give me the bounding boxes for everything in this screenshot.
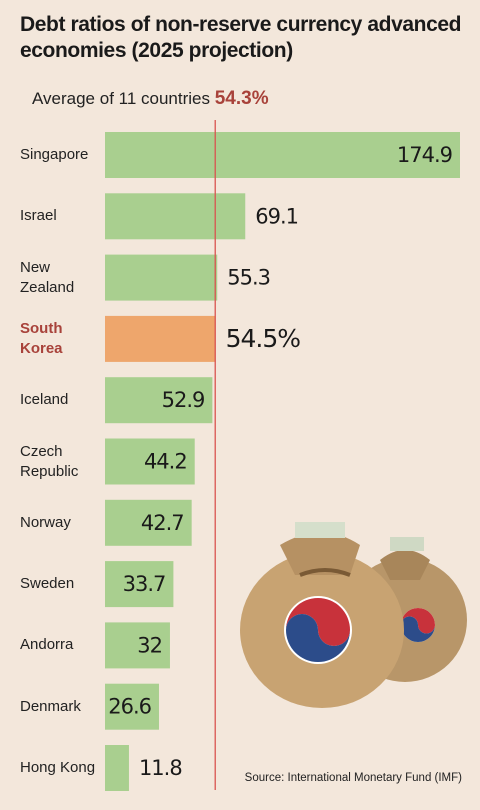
value-label: 69.1 (255, 204, 298, 228)
value-label: 174.9 (397, 143, 452, 167)
value-label: 54.5% (226, 324, 301, 353)
bar (105, 622, 170, 669)
category-label: Hong Kong (20, 759, 96, 776)
value-label: 26.6 (108, 695, 151, 719)
bar (105, 499, 192, 546)
bar (105, 745, 129, 791)
value-label: 33.7 (123, 572, 166, 596)
category-label: New Zealand (20, 258, 75, 296)
value-label: 52.9 (162, 388, 205, 412)
category-label: Singapore (20, 146, 89, 163)
category-label: Czech Republic (20, 442, 79, 480)
category-label: Iceland (20, 391, 69, 409)
average-annotation: Average of 11 countries 54.3% (32, 88, 269, 110)
average-label: Average of 11 countries (32, 89, 210, 108)
value-label: 32 (137, 633, 162, 657)
average-value: 54.3% (214, 88, 269, 109)
source: Source: International Monetary Fund (IMF… (244, 772, 462, 784)
bar (105, 315, 216, 362)
chart-title: Debt ratios of non-reserve currency adva… (20, 13, 462, 62)
bar (105, 377, 213, 424)
bar (105, 561, 174, 608)
value-label: 42.7 (141, 511, 184, 535)
value-label: 44.2 (144, 450, 187, 474)
bar (105, 254, 218, 301)
bar (105, 132, 460, 178)
bar (105, 438, 195, 485)
category-label: Andorra (20, 636, 74, 654)
category-label: Sweden (20, 575, 75, 593)
money-bags (240, 522, 467, 708)
value-label: 55.3 (227, 266, 270, 290)
category-label: Denmark (20, 697, 81, 715)
bar (105, 683, 159, 730)
category-label: Norway (20, 513, 71, 531)
category-label: Israel (20, 207, 57, 225)
value-label: 11.8 (139, 756, 182, 780)
category-label: South Korea (20, 319, 63, 357)
bar (105, 193, 246, 240)
